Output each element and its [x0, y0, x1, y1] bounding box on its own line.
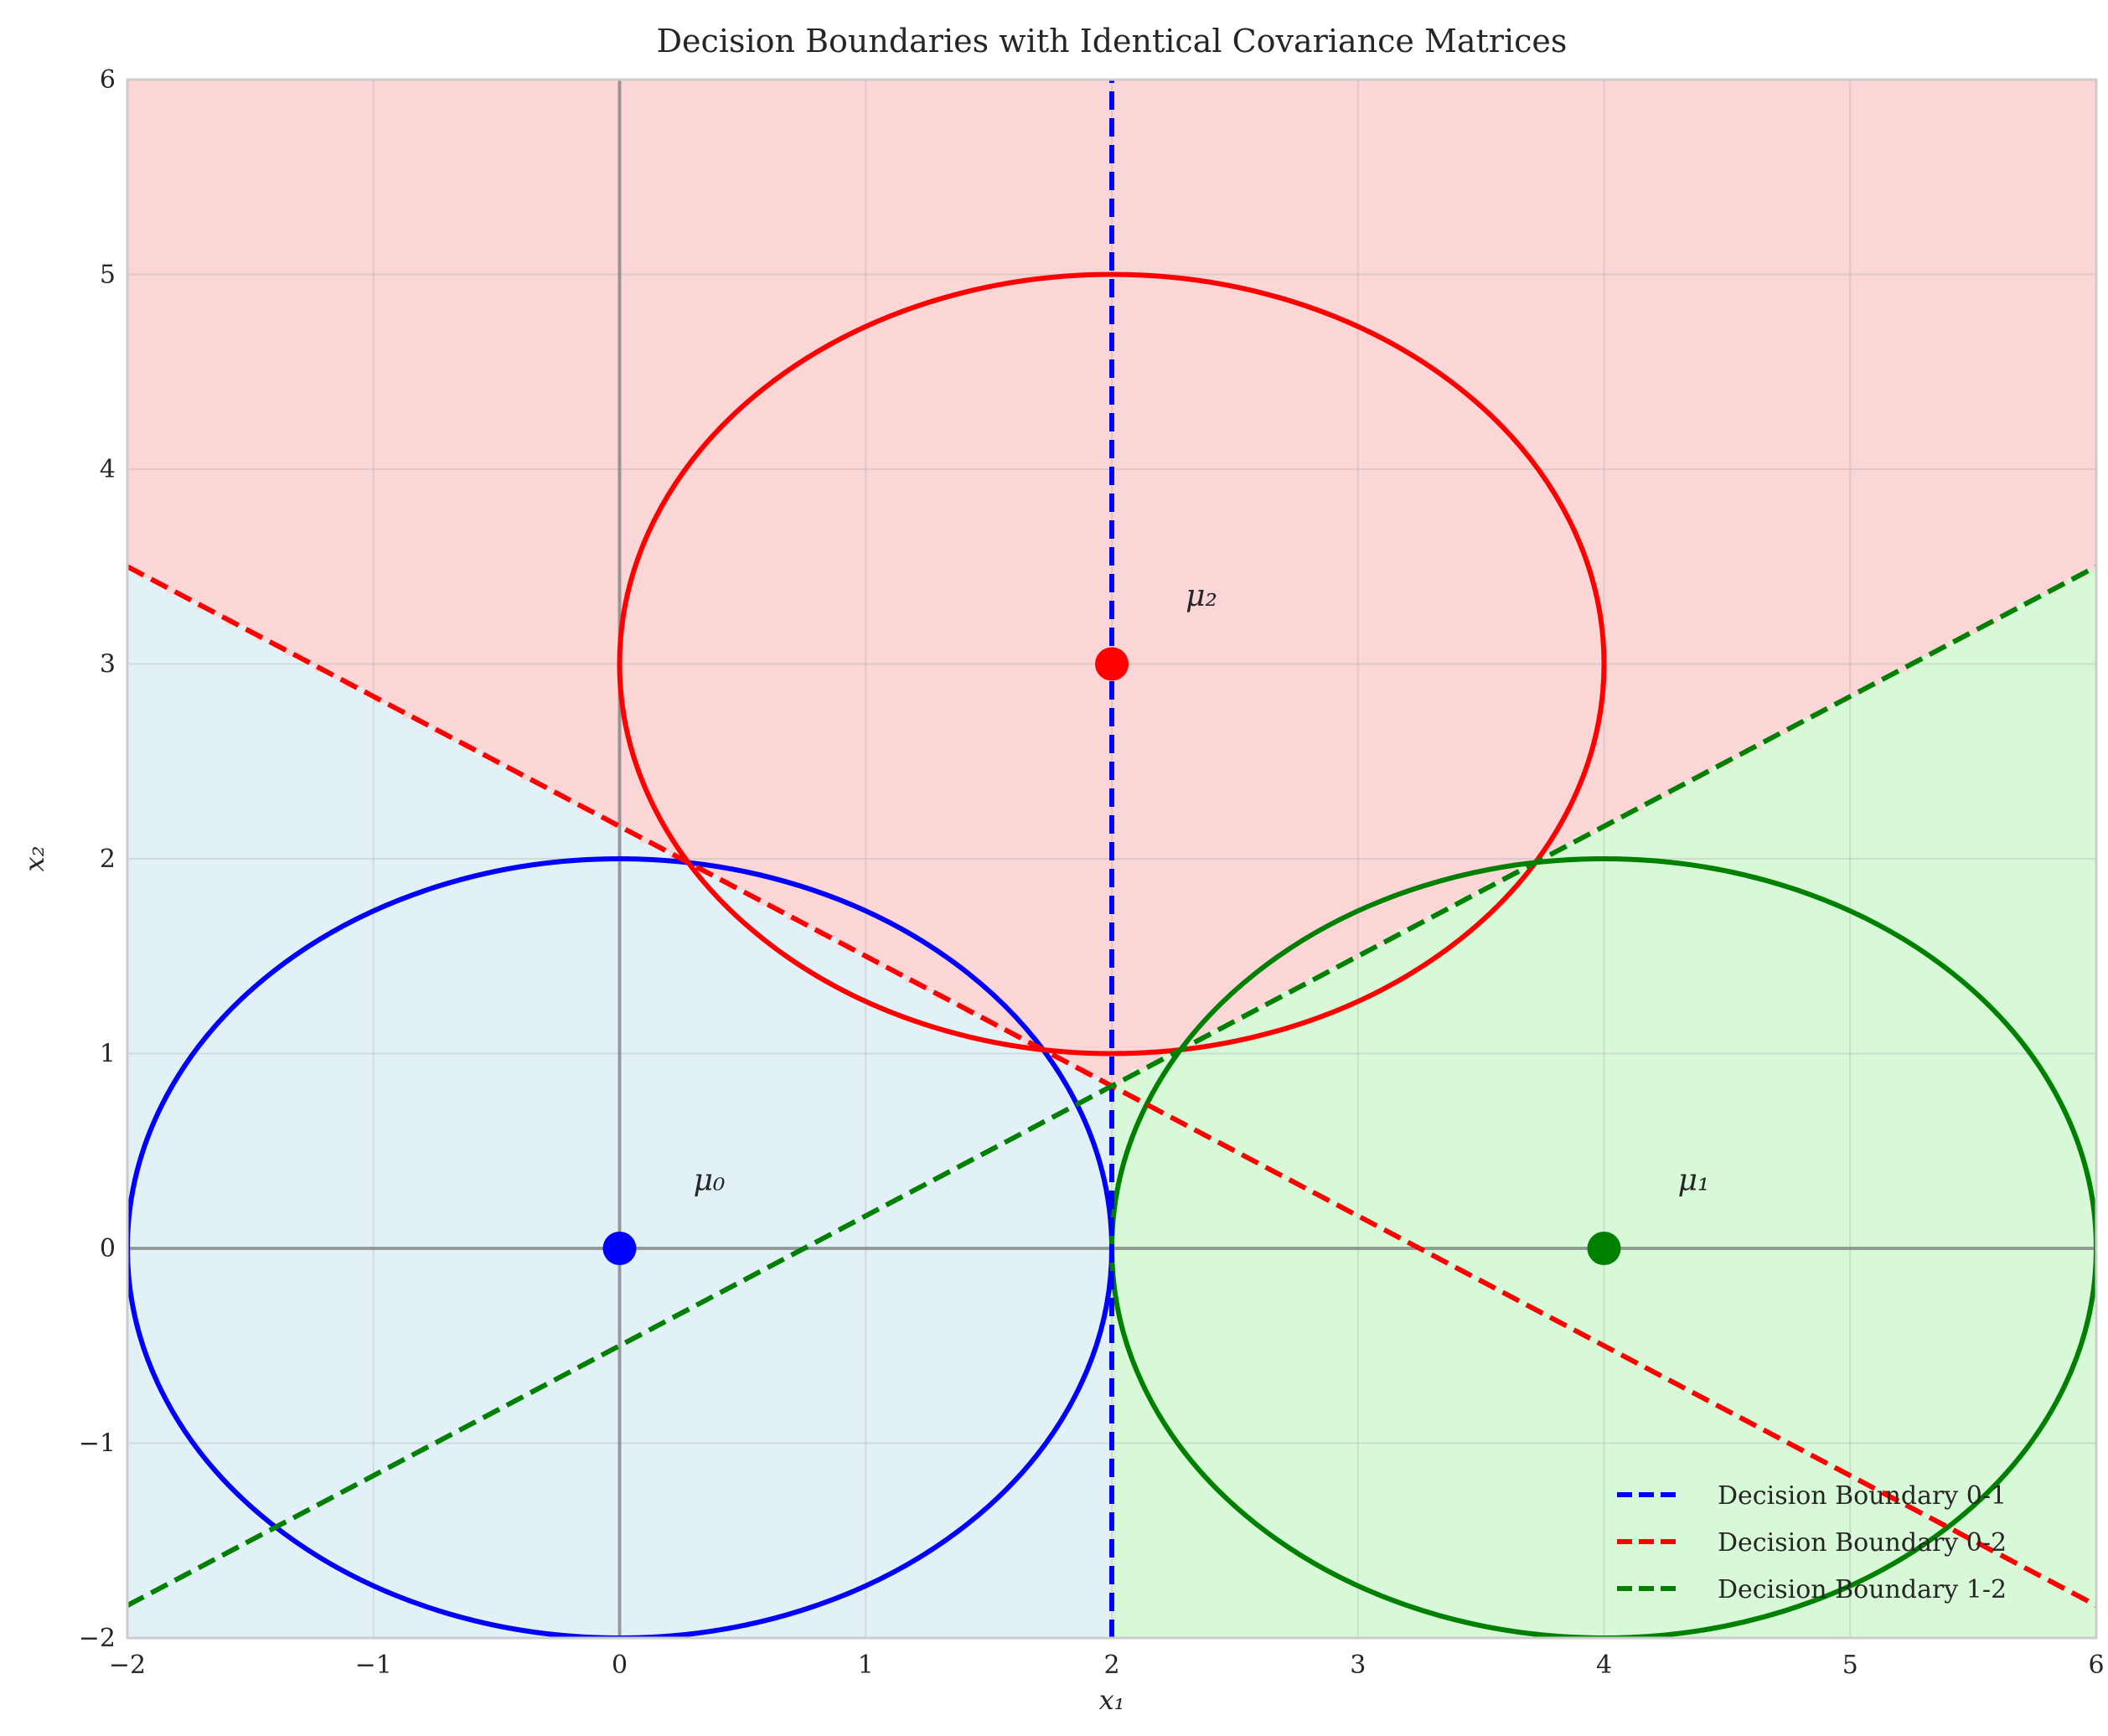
y-axis-label: x₂ — [18, 846, 50, 872]
legend-label-1: Decision Boundary 0-2 — [1718, 1528, 2007, 1558]
y-tick-label: 3 — [100, 650, 116, 679]
y-tick-label: 6 — [100, 65, 116, 95]
mean-annotations: μ₀ μ₁ μ₂ — [694, 579, 1710, 1198]
x-tick-label: 6 — [2088, 1651, 2104, 1680]
mean-marker-0 — [602, 1232, 637, 1265]
region-class-1 — [1112, 570, 2096, 1638]
mean-label-0: μ₀ — [694, 1163, 726, 1197]
x-tick-label: 1 — [858, 1651, 874, 1680]
mean-marker-1 — [1587, 1232, 1621, 1265]
chart-title: Decision Boundaries with Identical Covar… — [657, 23, 1568, 59]
y-tick-label: 4 — [100, 455, 116, 484]
x-tick-label: 4 — [1596, 1651, 1612, 1680]
y-tick-label: 0 — [100, 1234, 116, 1263]
boundary-line-2 — [127, 564, 2096, 1608]
x-tick-label: −2 — [109, 1651, 146, 1680]
decision-boundaries — [127, 80, 2096, 1638]
y-tick-label: 5 — [100, 261, 116, 290]
x-tick-label: 3 — [1350, 1651, 1366, 1680]
axis-ticks: −2 −1 0 1 2 3 4 5 6 −2 −1 0 1 2 3 4 5 6 — [79, 65, 2105, 1680]
mean-label-1: μ₁ — [1678, 1163, 1710, 1197]
y-tick-label: 1 — [100, 1040, 116, 1069]
y-tick-label: 2 — [100, 845, 116, 874]
covariance-ellipse-2 — [617, 271, 1607, 1057]
class-means — [602, 647, 1621, 1265]
y-tick-label: −1 — [79, 1429, 116, 1459]
x-tick-label: 2 — [1103, 1651, 1119, 1680]
mean-label-2: μ₂ — [1186, 579, 1217, 613]
y-tick-label: −2 — [79, 1624, 116, 1653]
x-tick-label: 0 — [612, 1651, 628, 1680]
legend-label-0: Decision Boundary 0-1 — [1718, 1481, 2007, 1511]
plot-frame — [126, 78, 2098, 1640]
x-tick-label: 5 — [1842, 1651, 1858, 1680]
legend: Decision Boundary 0-1 Decision Boundary 0… — [1617, 1481, 2007, 1604]
legend-label-2: Decision Boundary 1-2 — [1718, 1575, 2007, 1604]
x-axis-label: x₁ — [1099, 1684, 1125, 1716]
x-tick-label: −1 — [355, 1651, 392, 1680]
mean-marker-2 — [1095, 647, 1129, 681]
